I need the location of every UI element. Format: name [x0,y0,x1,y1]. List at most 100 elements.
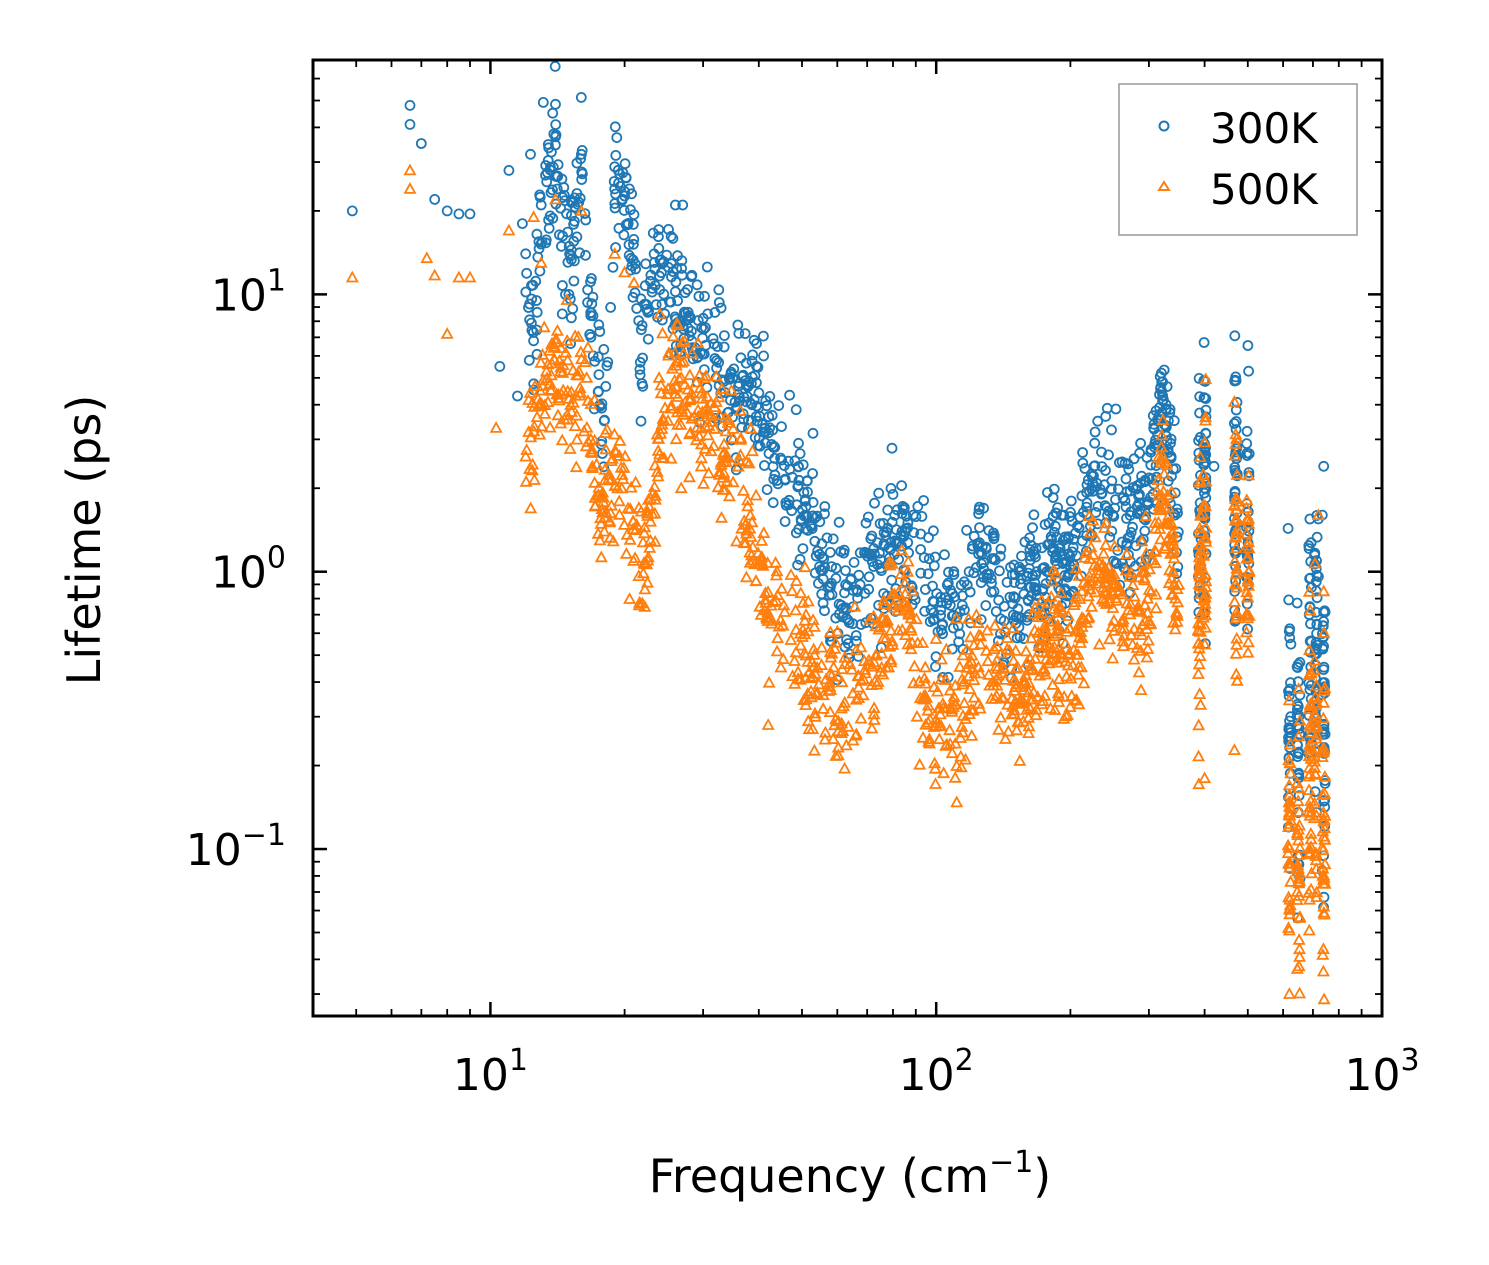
data-point-500K [1043,701,1058,714]
data-point-300K [767,461,779,472]
data-point-300K [869,548,880,560]
data-point-500K [1230,609,1244,621]
data-point-500K [724,383,738,396]
data-point-500K [1054,602,1068,615]
data-point-300K [525,148,536,160]
data-point-500K [452,270,466,283]
data-point-500K [786,669,800,681]
data-point-500K [1317,695,1331,708]
data-point-500K [1045,641,1059,654]
data-point-500K [489,421,503,433]
data-point-300K [886,516,898,528]
data-point-500K [564,385,578,398]
data-point-500K [1152,499,1166,512]
data-point-500K [654,426,668,439]
data-point-500K [1055,646,1069,658]
data-point-500K [943,683,957,696]
data-point-500K [1198,637,1212,650]
data-point-500K [1072,568,1086,581]
data-point-500K [1167,551,1181,564]
data-point-500K [599,442,613,455]
data-point-300K [882,504,894,516]
data-point-300K [524,314,535,326]
data-point-500K [1000,631,1014,643]
data-point-500K [950,795,964,808]
data-point-500K [1060,669,1074,682]
data-point-300K [923,553,935,565]
data-point-500K [917,671,932,684]
data-point-500K [1229,427,1243,440]
data-point-500K [1140,606,1155,618]
data-point-500K [854,640,868,653]
data-point-500K [1000,642,1014,655]
data-point-500K [994,710,1008,723]
data-point-500K [922,734,936,747]
data-point-500K [838,650,852,663]
data-point-500K [1119,563,1133,576]
data-point-300K [1241,438,1253,450]
data-point-500K [1317,907,1331,920]
data-point-300K [1305,618,1316,630]
data-point-500K [715,381,729,394]
data-point-500K [1009,644,1023,656]
data-point-500K [623,592,637,604]
data-point-500K [566,363,580,376]
data-point-300K [593,319,605,331]
data-point-300K [612,164,624,176]
data-point-300K [1008,591,1020,603]
data-point-500K [1051,626,1065,639]
data-point-500K [1230,561,1244,574]
data-point-500K [877,597,891,610]
data-point-300K [1081,501,1092,513]
data-point-500K [958,752,973,765]
data-point-300K [1157,390,1168,402]
data-point-300K [790,404,802,416]
data-point-500K [801,655,815,667]
data-point-500K [1192,624,1206,636]
data-point-300K [567,303,579,315]
data-point-300K [670,199,681,211]
data-point-500K [956,648,970,661]
data-point-500K [542,343,557,356]
data-point-500K [1140,650,1154,663]
data-point-300K [1079,463,1091,474]
data-point-500K [934,719,948,732]
data-point-500K [1302,923,1316,936]
data-point-500K [1170,609,1184,621]
data-point-500K [972,696,986,709]
data-point-300K [1309,786,1321,798]
data-point-500K [992,722,1006,735]
data-point-500K [884,652,898,665]
data-point-500K [1192,577,1206,590]
data-point-500K [913,757,927,770]
data-point-500K [671,418,685,430]
data-point-500K [829,635,843,648]
data-point-500K [561,353,575,366]
data-point-500K [720,448,734,461]
data-point-300K [978,557,989,568]
data-point-500K [891,623,905,636]
data-point-300K [1311,531,1323,543]
data-point-500K [838,695,852,708]
data-point-300K [622,219,634,231]
data-point-500K [718,482,732,495]
data-point-300K [902,522,913,534]
data-point-500K [784,568,798,580]
data-point-500K [957,696,971,709]
x-tick-label: 102 [899,1043,974,1101]
data-point-500K [1117,629,1131,641]
data-point-300K [1009,592,1021,604]
data-point-500K [767,595,781,607]
data-point-500K [934,652,949,665]
data-point-300K [1168,415,1180,427]
data-point-500K [1135,534,1149,547]
data-point-300K [598,415,610,427]
data-point-500K [743,521,757,534]
data-point-500K [1171,595,1185,608]
data-point-500K [1155,448,1169,461]
data-point-500K [594,516,608,529]
data-point-300K [819,501,831,512]
data-point-500K [675,335,689,348]
data-point-500K [528,379,542,392]
data-point-500K [677,354,691,367]
